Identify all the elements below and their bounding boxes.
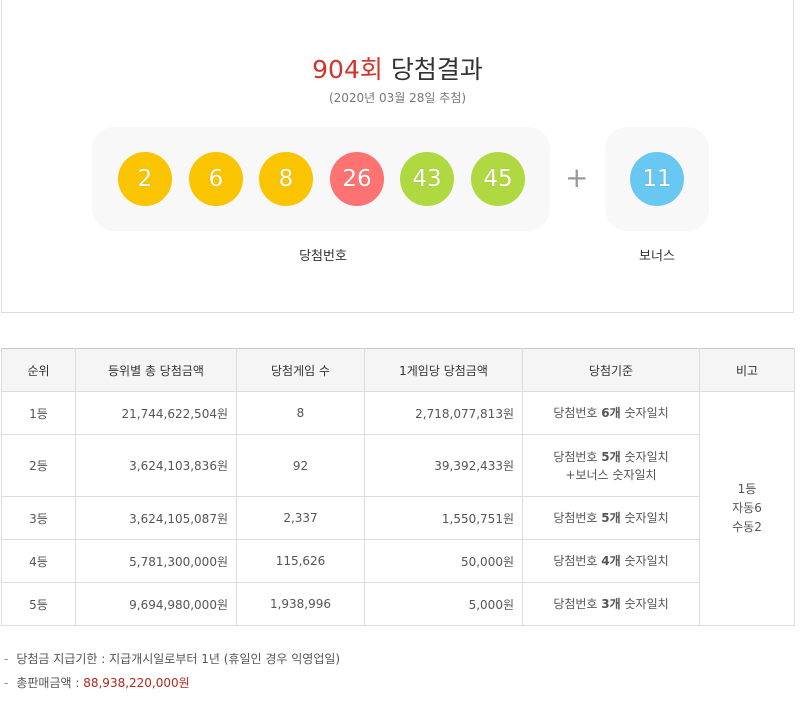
prize-per-game-cell: 39,392,433원 bbox=[364, 434, 523, 497]
note-line: 자동6 bbox=[732, 501, 762, 515]
total-prize-cell: 9,694,980,000원 bbox=[75, 582, 237, 626]
winning-numbers-panel: 2 6 8 26 43 45 bbox=[92, 127, 550, 231]
table-row: 3등 3,624,105,087원 2,337 1,550,751원 당첨번호 … bbox=[1, 496, 795, 540]
criteria-cell: 당첨번호 5개 숫자일치 bbox=[522, 496, 700, 540]
winning-games-cell: 8 bbox=[236, 391, 365, 435]
column-header-note: 비고 bbox=[699, 348, 795, 392]
plus-icon: + bbox=[565, 161, 589, 194]
criteria-cell: 당첨번호 3개 숫자일치 bbox=[522, 582, 700, 626]
winning-ball: 45 bbox=[471, 152, 525, 206]
winning-games-cell: 2,337 bbox=[236, 496, 365, 540]
note-line: 1등 bbox=[737, 482, 757, 496]
bonus-label: 보너스 bbox=[639, 249, 675, 264]
total-prize-cell: 3,624,105,087원 bbox=[75, 496, 237, 540]
round-number: 904회 bbox=[312, 55, 383, 84]
rank-cell: 4등 bbox=[1, 539, 76, 583]
draw-result-panel: 904회 당첨결과 (2020년 03월 28일 추첨) 2 6 8 26 43… bbox=[1, 0, 794, 313]
rank-cell: 3등 bbox=[1, 496, 76, 540]
rank-cell: 1등 bbox=[1, 391, 76, 435]
winning-ball: 26 bbox=[330, 152, 384, 206]
rank-cell: 2등 bbox=[1, 434, 76, 497]
winning-games-cell: 92 bbox=[236, 434, 365, 497]
criteria-cell: 당첨번호 5개 숫자일치 +보너스 숫자일치 bbox=[522, 434, 700, 497]
column-header-total-prize: 등위별 총 당첨금액 bbox=[75, 348, 237, 392]
column-header-prize-per-game: 1게임당 당첨금액 bbox=[364, 348, 523, 392]
winning-ball: 8 bbox=[259, 152, 313, 206]
draw-date: (2020년 03월 28일 추첨) bbox=[328, 91, 467, 105]
prize-per-game-cell: 2,718,077,813원 bbox=[364, 391, 523, 435]
table-header-row: 순위 등위별 총 당첨금액 당첨게임 수 1게임당 당첨금액 당첨기준 비고 bbox=[1, 348, 795, 392]
total-prize-cell: 3,624,103,836원 bbox=[75, 434, 237, 497]
winning-games-cell: 1,938,996 bbox=[236, 582, 365, 626]
winning-games-cell: 115,626 bbox=[236, 539, 365, 583]
bonus-number-panel: 11 bbox=[605, 127, 709, 231]
title-suffix: 당첨결과 bbox=[390, 55, 483, 84]
rank-cell: 5등 bbox=[1, 582, 76, 626]
footnotes: - 당첨금 지급기한 : 지급개시일로부터 1년 (휴일인 경우 익영업일) -총… bbox=[4, 651, 340, 699]
page-title: 904회 당첨결과 bbox=[2, 50, 793, 86]
winning-ball: 2 bbox=[118, 152, 172, 206]
total-sales-note: - 총판매금액 : 88,938,220,000원 bbox=[4, 676, 190, 690]
total-prize-cell: 5,781,300,000원 bbox=[75, 539, 237, 583]
criteria-cell: 당첨번호 4개 숫자일치 bbox=[522, 539, 700, 583]
payout-period-note: - 당첨금 지급기한 : 지급개시일로부터 1년 (휴일인 경우 익영업일) bbox=[4, 652, 341, 666]
table-row: 1등 21,744,622,504원 8 2,718,077,813원 당첨번호… bbox=[1, 391, 795, 626]
prize-per-game-cell: 50,000원 bbox=[364, 539, 523, 583]
table-row: 5등 9,694,980,000원 1,938,996 5,000원 당첨번호 … bbox=[1, 582, 795, 626]
criteria-cell: 당첨번호 6개 숫자일치 bbox=[522, 391, 700, 435]
total-sales-value: 88,938,220,000원 bbox=[83, 676, 190, 690]
column-header-winning-games: 당첨게임 수 bbox=[236, 348, 365, 392]
prize-per-game-cell: 5,000원 bbox=[364, 582, 523, 626]
column-header-criteria: 당첨기준 bbox=[522, 348, 700, 392]
bonus-ball: 11 bbox=[630, 152, 684, 206]
table-row: 2등 3,624,103,836원 92 39,392,433원 당첨번호 5개… bbox=[1, 434, 795, 497]
note-line: 수동2 bbox=[732, 520, 762, 534]
winning-numbers-label: 당첨번호 bbox=[299, 249, 347, 264]
winning-ball: 43 bbox=[400, 152, 454, 206]
total-prize-cell: 21,744,622,504원 bbox=[75, 391, 237, 435]
prize-table: 순위 등위별 총 당첨금액 당첨게임 수 1게임당 당첨금액 당첨기준 비고 1… bbox=[1, 348, 795, 626]
column-header-rank: 순위 bbox=[1, 348, 76, 392]
prize-per-game-cell: 1,550,751원 bbox=[364, 496, 523, 540]
table-row: 4등 5,781,300,000원 115,626 50,000원 당첨번호 4… bbox=[1, 539, 795, 583]
note-cell: 1등 자동6 수동2 bbox=[699, 391, 795, 626]
winning-ball: 6 bbox=[189, 152, 243, 206]
